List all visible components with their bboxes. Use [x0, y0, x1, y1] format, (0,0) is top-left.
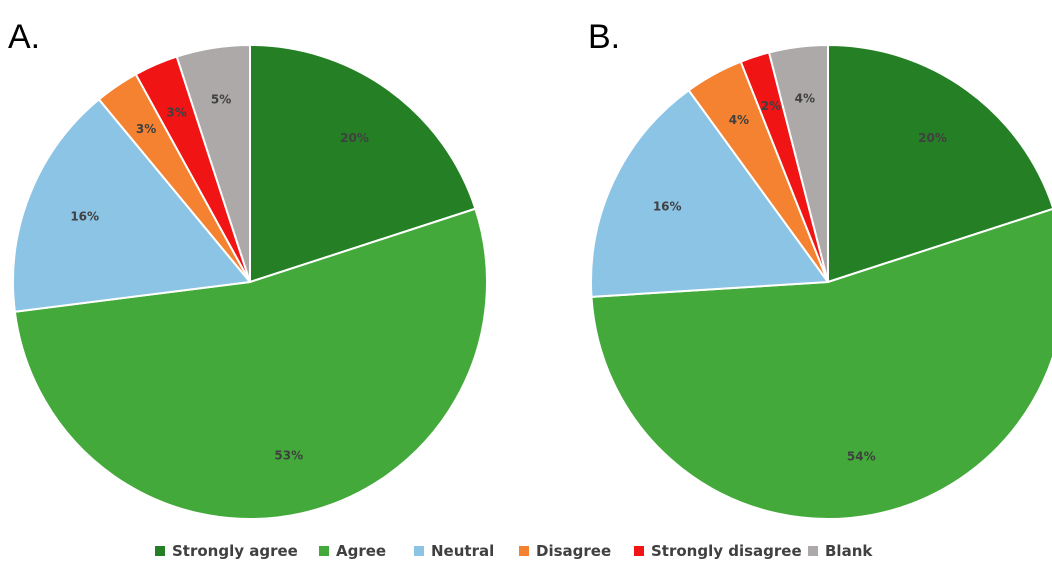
legend: Strongly agree Agree Neutral Disagree Strong…	[155, 542, 873, 560]
legend-swatch-neutral	[414, 546, 424, 556]
panel-label-b: B.	[588, 18, 620, 56]
legend-swatch-strongly-agree	[155, 546, 165, 556]
pie-a-slice-agree	[13, 207, 488, 521]
pie-a-label-strongly-disagree: 3%	[166, 105, 186, 119]
pie-a-label-agree: 53%	[274, 449, 303, 463]
pie-b-slice-blank	[768, 44, 829, 283]
legend-label-strongly-disagree: Strongly disagree	[651, 542, 802, 560]
legend-item-neutral: Neutral	[414, 542, 494, 560]
legend-swatch-agree	[319, 546, 329, 556]
pie-chart-b: B. 20% 54% 16% 4% 2% 4%	[588, 18, 1052, 521]
legend-item-strongly-agree: Strongly agree	[155, 542, 298, 560]
legend-item-disagree: Disagree	[519, 542, 611, 560]
pie-b-slice-neutral	[590, 89, 829, 298]
legend-swatch-disagree	[519, 546, 529, 556]
legend-label-disagree: Disagree	[536, 542, 611, 560]
pie-b-label-blank: 4%	[795, 92, 815, 106]
pie-b-label-strongly-disagree: 2%	[761, 99, 781, 113]
legend-item-agree: Agree	[319, 542, 386, 560]
legend-item-blank: Blank	[808, 542, 873, 560]
pie-a-label-disagree: 3%	[136, 122, 156, 136]
legend-label-neutral: Neutral	[431, 542, 494, 560]
pie-b-label-agree: 54%	[847, 450, 876, 464]
pie-b-label-strongly-agree: 20%	[918, 131, 947, 145]
pie-b-slice-strongly-agree	[827, 44, 1052, 283]
legend-swatch-strongly-disagree	[634, 546, 644, 556]
panel-label-a: A.	[8, 18, 40, 56]
pie-b-label-disagree: 4%	[729, 113, 749, 127]
legend-swatch-blank	[808, 546, 818, 556]
pie-a-label-neutral: 16%	[70, 210, 99, 224]
pie-b-label-neutral: 16%	[653, 199, 682, 213]
pie-b-slice-agree	[590, 208, 1052, 521]
legend-item-strongly-disagree: Strongly disagree	[634, 542, 802, 560]
legend-label-blank: Blank	[825, 542, 873, 560]
pie-a-slice-strongly-agree	[249, 44, 477, 283]
legend-label-agree: Agree	[336, 542, 386, 560]
pie-a-slice-neutral	[12, 98, 251, 313]
pie-chart-a: A. 20% 53% 16% 3% 3% 5%	[8, 18, 488, 521]
pie-a-label-strongly-agree: 20%	[340, 131, 369, 145]
legend-label-strongly-agree: Strongly agree	[172, 542, 298, 560]
pie-a-label-blank: 5%	[211, 92, 231, 106]
pie-a-slice-blank	[175, 44, 251, 283]
